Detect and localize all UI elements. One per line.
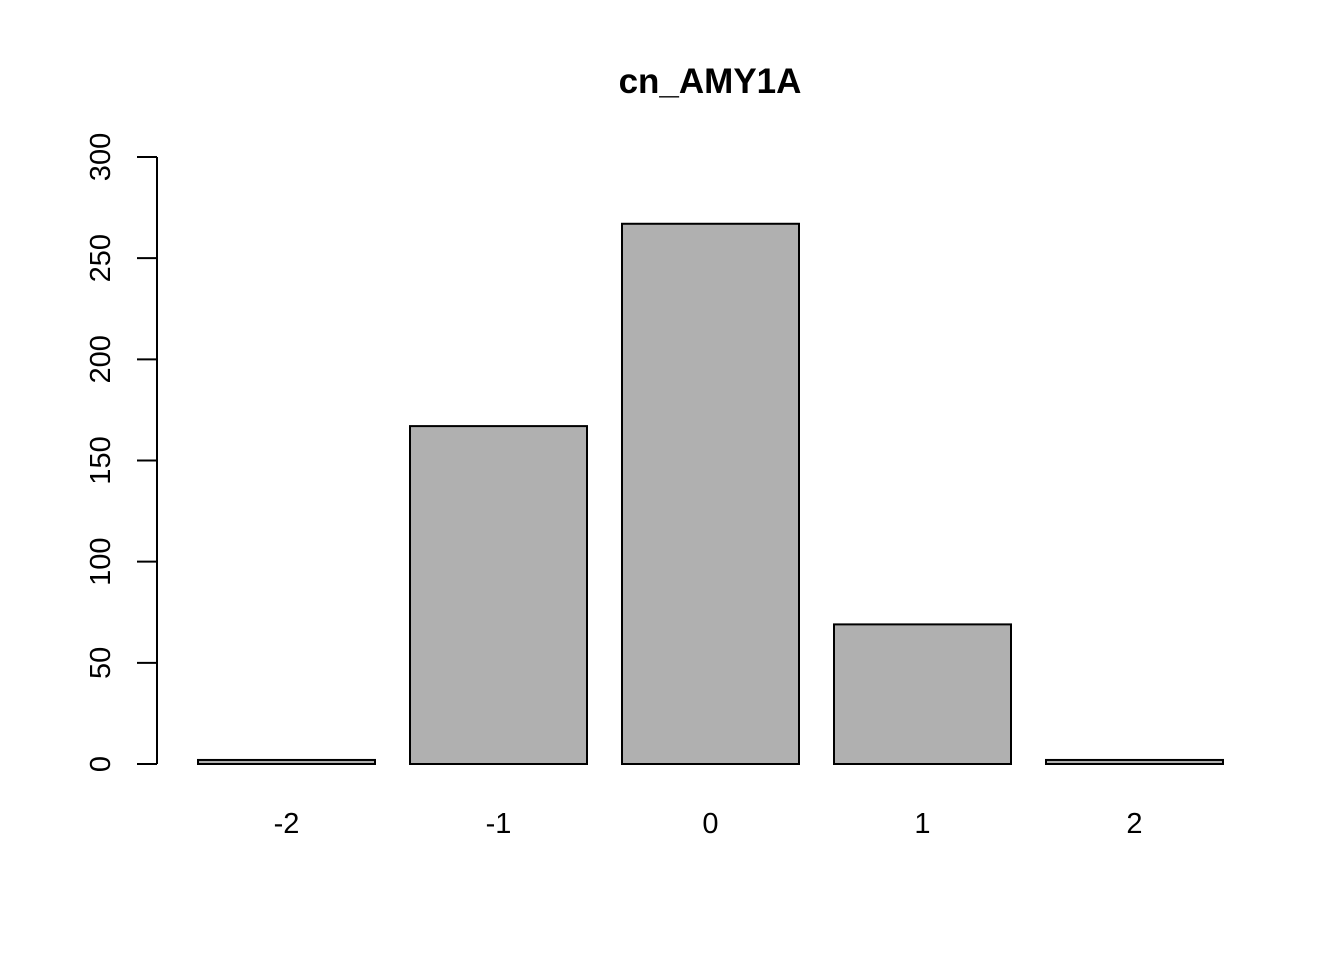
y-tick-label: 50 — [85, 647, 117, 679]
y-tick-label: 250 — [85, 234, 117, 282]
x-tick-labels: -2 -1 0 1 2 — [274, 808, 1143, 840]
bar-1 — [833, 623, 1012, 766]
chart-title: cn_AMY1A — [619, 62, 802, 101]
y-tick-label: 100 — [85, 537, 117, 585]
x-tick-label: 0 — [702, 808, 718, 840]
bar-2 — [1045, 758, 1224, 765]
bar-0 — [621, 222, 800, 765]
x-tick-label: -2 — [274, 808, 300, 840]
y-tick-label: 150 — [85, 436, 117, 484]
bar--1 — [409, 425, 588, 765]
x-tick-label: 2 — [1126, 808, 1142, 840]
bars-group — [197, 222, 1224, 766]
y-tick-label: 0 — [85, 756, 117, 772]
bar--2 — [197, 758, 376, 765]
y-axis: 0 50 100 150 200 250 300 — [85, 133, 158, 772]
y-tick-label: 300 — [85, 133, 117, 181]
y-tick-label: 200 — [85, 335, 117, 383]
x-tick-label: 1 — [914, 808, 930, 840]
x-tick-label: -1 — [486, 808, 512, 840]
